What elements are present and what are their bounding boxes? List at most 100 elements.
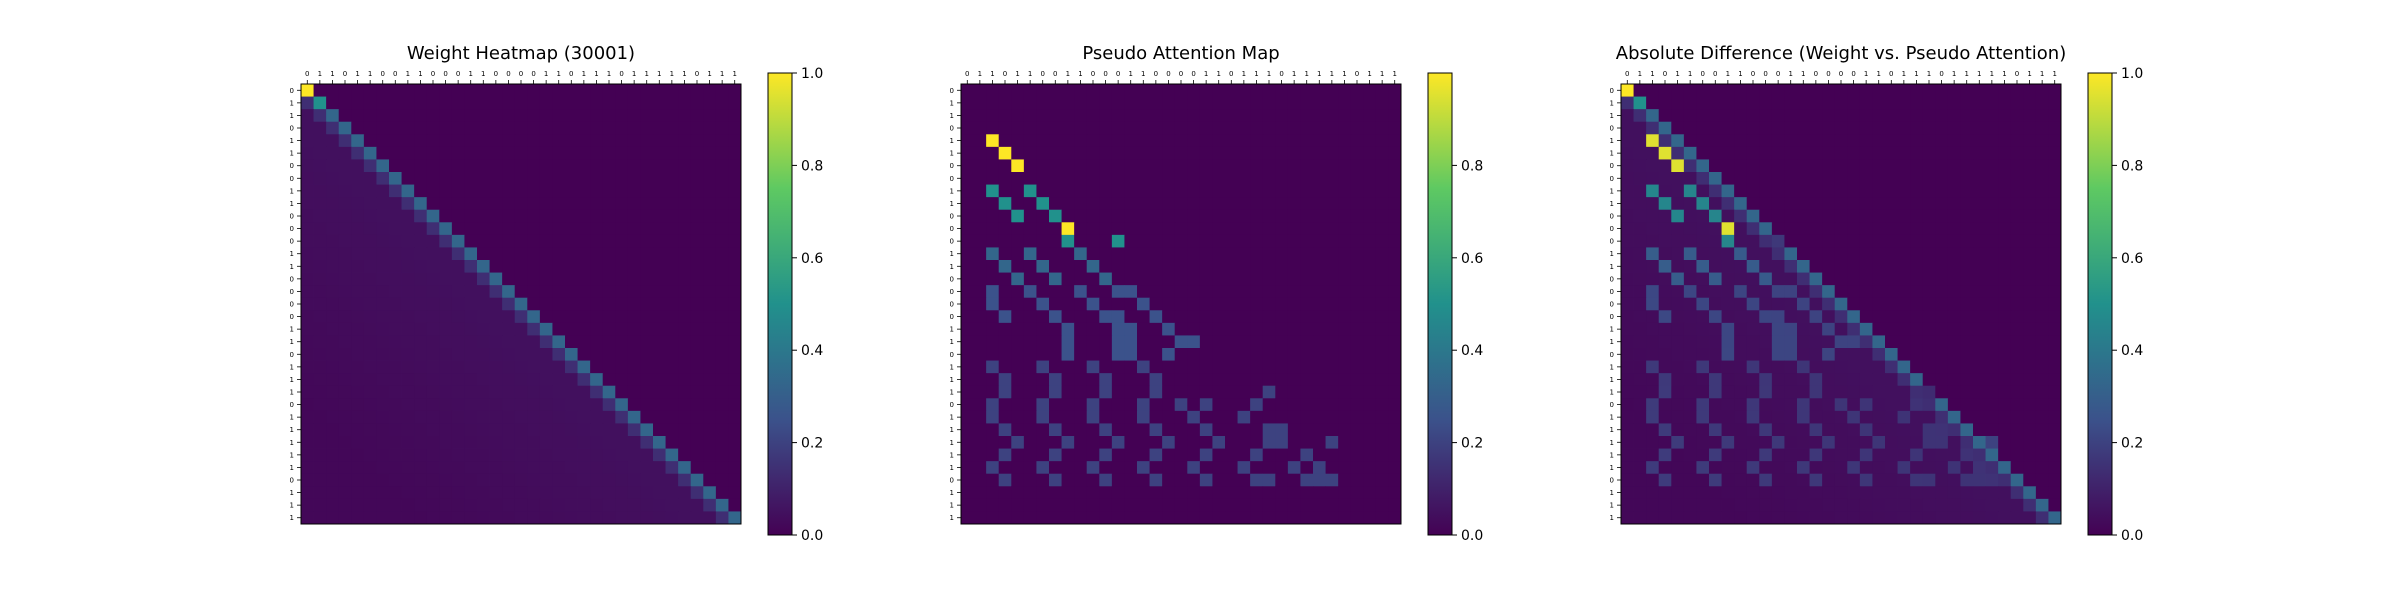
heatmap-cell xyxy=(1633,121,1647,135)
heatmap-cell xyxy=(464,360,478,374)
heatmap-cell xyxy=(489,498,503,512)
heatmap-cell xyxy=(1338,335,1352,349)
heatmap-cell xyxy=(1300,146,1314,160)
heatmap-cell xyxy=(414,322,428,336)
heatmap-cell xyxy=(1187,222,1201,236)
heatmap-cell xyxy=(1822,385,1836,399)
heatmap-cell xyxy=(1633,297,1647,311)
heatmap-cell xyxy=(1049,159,1062,173)
heatmap-cell xyxy=(489,297,503,311)
heatmap-cell xyxy=(1709,272,1722,286)
heatmap-cell xyxy=(1985,373,1999,387)
heatmap-cell xyxy=(2010,385,2024,399)
heatmap-cell xyxy=(1859,209,1873,223)
heatmap-cell xyxy=(1275,498,1289,512)
heatmap-cell xyxy=(1759,272,1773,286)
heatmap-cell xyxy=(1036,209,1050,223)
heatmap-cell xyxy=(1947,310,1961,324)
heatmap-cell xyxy=(1922,260,1936,273)
heatmap-cell xyxy=(1111,260,1125,273)
heatmap-cell xyxy=(338,247,352,261)
heatmap-cell xyxy=(326,285,340,299)
heatmap-cell xyxy=(514,109,528,123)
heatmap-cell xyxy=(2010,310,2024,324)
heatmap-cell xyxy=(1023,159,1037,173)
heatmap-cell xyxy=(1709,285,1722,299)
heatmap-cell xyxy=(1049,322,1062,336)
heatmap-cell xyxy=(539,322,553,336)
heatmap-cell xyxy=(477,398,490,412)
heatmap-cell xyxy=(313,322,327,336)
heatmap-cell xyxy=(565,297,578,311)
heatmap-cell xyxy=(1998,197,2012,211)
heatmap-cell xyxy=(1199,134,1213,148)
heatmap-cell xyxy=(1061,247,1075,261)
heatmap-cell xyxy=(1313,410,1326,424)
heatmap-cell xyxy=(1250,335,1264,349)
heatmap-cell xyxy=(2035,121,2049,135)
heatmap-cell xyxy=(1859,285,1873,299)
heatmap-cell xyxy=(1885,184,1898,198)
heatmap-cell xyxy=(1212,197,1226,211)
heatmap-cell xyxy=(527,146,541,160)
heatmap-cell xyxy=(1696,348,1710,361)
heatmap-cell xyxy=(1809,184,1823,198)
heatmap-cell xyxy=(1985,511,1999,525)
heatmap-cell xyxy=(1225,121,1238,135)
heatmap-cell xyxy=(1212,373,1226,387)
heatmap-cell xyxy=(1709,436,1722,449)
heatmap-cell xyxy=(653,511,666,525)
heatmap-cell xyxy=(489,234,503,248)
heatmap-cell xyxy=(998,184,1012,198)
heatmap-cell xyxy=(1300,473,1314,487)
heatmap-cell xyxy=(1011,159,1025,173)
heatmap-cell xyxy=(439,260,453,273)
heatmap-cell xyxy=(552,398,566,412)
heatmap-cell xyxy=(1313,234,1326,248)
heatmap-cell xyxy=(1225,209,1238,223)
heatmap-cell xyxy=(338,272,352,286)
heatmap-cell xyxy=(1709,486,1722,500)
heatmap-cell xyxy=(653,234,666,248)
heatmap-cell xyxy=(439,511,453,525)
heatmap-cell xyxy=(1187,109,1201,123)
y-tick-label: 0 xyxy=(1610,401,1614,409)
heatmap-cell xyxy=(1074,234,1088,248)
y-tick-label: 1 xyxy=(290,338,294,346)
heatmap-cell xyxy=(1011,310,1025,324)
heatmap-cell xyxy=(627,410,641,424)
heatmap-cell xyxy=(1734,310,1748,324)
heatmap-cell xyxy=(1187,96,1201,110)
heatmap-cell xyxy=(489,398,503,412)
heatmap-cell xyxy=(1375,172,1389,185)
heatmap-cell xyxy=(1734,486,1748,500)
heatmap-cell xyxy=(514,184,528,198)
heatmap-cell xyxy=(1275,197,1289,211)
heatmap-cell xyxy=(728,260,742,273)
heatmap-cell xyxy=(1683,398,1697,412)
y-tick-label: 0 xyxy=(1610,275,1614,283)
heatmap-cell xyxy=(326,84,340,97)
heatmap-cell xyxy=(565,109,578,123)
heatmap-cell xyxy=(1287,121,1301,135)
heatmap-cell xyxy=(1049,146,1062,160)
heatmap-cell xyxy=(640,310,654,324)
heatmap-cell xyxy=(615,511,629,525)
heatmap-cell xyxy=(539,436,553,449)
heatmap-cell xyxy=(439,322,453,336)
heatmap-cell xyxy=(1099,134,1113,148)
heatmap-cell xyxy=(1759,209,1773,223)
heatmap-cell xyxy=(1275,348,1289,361)
heatmap-cell xyxy=(477,121,490,135)
heatmap-cell xyxy=(1910,247,1924,261)
heatmap-cell xyxy=(502,121,516,135)
heatmap-cell xyxy=(1350,436,1364,449)
heatmap-cell xyxy=(1696,436,1710,449)
heatmap-cell xyxy=(1275,322,1289,336)
heatmap-cell xyxy=(986,184,1000,198)
heatmap-cell xyxy=(998,373,1012,387)
heatmap-cell xyxy=(426,184,440,198)
heatmap-cell xyxy=(998,436,1012,449)
heatmap-cell xyxy=(1350,146,1364,160)
x-tick-label: 1 xyxy=(2002,70,2006,78)
